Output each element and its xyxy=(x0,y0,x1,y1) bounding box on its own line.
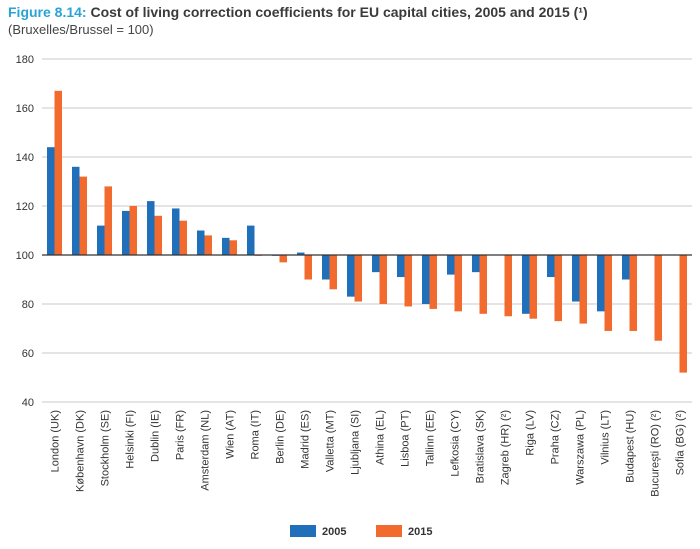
x-tick-label: Sofia (BG) (²) xyxy=(675,410,687,475)
bar-2015 xyxy=(79,176,87,255)
y-tick-label: 60 xyxy=(22,348,34,360)
bar-2005 xyxy=(147,201,155,255)
bar-2015 xyxy=(479,255,487,314)
bar-2015 xyxy=(129,206,137,255)
bar-2015 xyxy=(429,255,437,309)
x-tick-label: Roma (IT) xyxy=(250,410,262,460)
x-tick-label: Madrid (ES) xyxy=(300,410,312,469)
bar-2005 xyxy=(622,255,630,280)
x-tick-label: Dublin (IE) xyxy=(150,410,162,462)
bar-2015 xyxy=(604,255,612,331)
legend-swatch-2005 xyxy=(290,525,316,537)
x-tick-label: Helsinki (FI) xyxy=(125,410,137,469)
x-tick-label: Berlin (DE) xyxy=(275,410,287,464)
figure-number: Figure 8.14: xyxy=(8,4,87,20)
bar-2015 xyxy=(679,255,687,373)
bar-2015 xyxy=(454,255,462,312)
x-tick-label: Tallinn (EE) xyxy=(425,410,437,466)
figure-title: Cost of living correction coefficients f… xyxy=(90,4,588,20)
x-tick-label: København (DK) xyxy=(75,410,87,492)
bar-2005 xyxy=(97,225,105,255)
y-tick-label: 80 xyxy=(22,299,34,311)
y-tick-label: 180 xyxy=(16,54,34,66)
bar-2005 xyxy=(72,166,80,255)
bar-2015 xyxy=(279,255,287,263)
bar-2005 xyxy=(347,255,355,297)
bar-2015 xyxy=(529,255,537,319)
bar-2005 xyxy=(172,208,180,255)
bar-2015 xyxy=(204,235,212,255)
bar-2015 xyxy=(329,255,337,290)
bar-2005 xyxy=(397,255,405,278)
x-tick-label: Praha (CZ) xyxy=(550,410,562,464)
y-tick-label: 40 xyxy=(22,397,34,409)
bar-2005 xyxy=(322,255,330,280)
bar-2005 xyxy=(422,255,430,304)
bar-2015 xyxy=(154,215,162,255)
legend-swatch-2015 xyxy=(376,525,402,537)
y-tick-label: 160 xyxy=(16,103,34,115)
bar-2015 xyxy=(404,255,412,307)
bar-2005 xyxy=(222,237,230,255)
bar-2005 xyxy=(572,255,580,302)
y-tick-label: 140 xyxy=(16,152,34,164)
bar-2005 xyxy=(472,255,480,273)
x-tick-label: Valletta (MT) xyxy=(325,410,337,472)
bar-2005 xyxy=(447,255,455,275)
x-tick-label: London (UK) xyxy=(50,410,62,472)
bar-2015 xyxy=(354,255,362,302)
x-tick-label: Vilnius (LT) xyxy=(600,410,612,465)
bar-2015 xyxy=(554,255,562,322)
x-tick-label: Wien (AT) xyxy=(225,410,237,459)
x-tick-label: Lisboa (PT) xyxy=(400,410,412,467)
bar-2015 xyxy=(379,255,387,304)
bar-2005 xyxy=(547,255,555,278)
bar-2005 xyxy=(122,210,130,255)
legend-label-2005: 2005 xyxy=(322,526,346,538)
bar-2015 xyxy=(104,186,112,255)
x-tick-label: Riga (LV) xyxy=(525,410,537,456)
bar-2015 xyxy=(229,240,237,255)
title-block: Figure 8.14: Cost of living correction c… xyxy=(8,4,698,37)
x-tick-label: Athina (EL) xyxy=(375,410,387,465)
bar-2005 xyxy=(197,230,205,255)
bar-2015 xyxy=(579,255,587,324)
chart-subtitle: (Bruxelles/Brussel = 100) xyxy=(8,22,154,37)
x-tick-label: Ljubljana (SI) xyxy=(350,410,362,475)
x-tick-label: Bratislava (SK) xyxy=(475,410,487,483)
x-tick-label: București (RO) (²) xyxy=(650,410,662,497)
x-tick-label: Amsterdam (NL) xyxy=(200,410,212,491)
bar-2005 xyxy=(597,255,605,312)
bar-2005 xyxy=(372,255,380,273)
y-tick-label: 120 xyxy=(16,201,34,213)
bar-2015 xyxy=(304,255,312,280)
bar-2005 xyxy=(47,147,55,255)
bar-2015 xyxy=(654,255,662,341)
x-tick-label: Paris (FR) xyxy=(175,410,187,460)
bar-2015 xyxy=(54,90,62,255)
legend-label-2015: 2015 xyxy=(408,526,432,538)
bar-2015 xyxy=(179,220,187,255)
x-tick-label: Zagreb (HR) (²) xyxy=(500,410,512,485)
bar-2005 xyxy=(247,225,255,255)
x-tick-label: Lefkosia (CY) xyxy=(450,410,462,477)
x-tick-label: Budapest (HU) xyxy=(625,410,637,483)
y-tick-label: 100 xyxy=(16,250,34,262)
bar-2005 xyxy=(522,255,530,314)
bar-2015 xyxy=(504,255,512,317)
chart-title: Figure 8.14: Cost of living correction c… xyxy=(8,4,698,20)
x-tick-label: Stockholm (SE) xyxy=(100,410,112,486)
bar-2005 xyxy=(297,252,305,255)
bar-2015 xyxy=(629,255,637,331)
x-tick-label: Warszawa (PL) xyxy=(575,410,587,485)
